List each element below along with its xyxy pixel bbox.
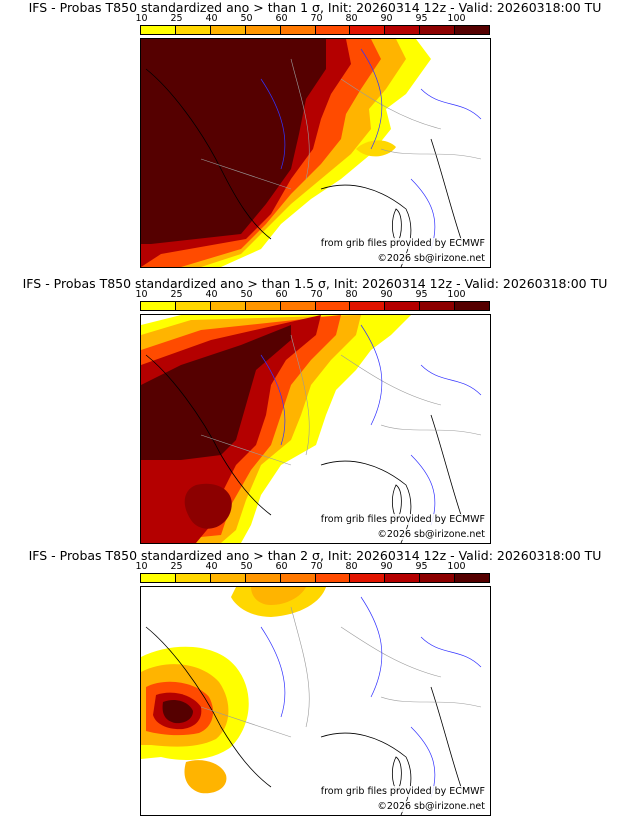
panel-1: IFS - Probas T850 standardized ano > tha… [0,0,630,270]
colorbar-tick-label: 100 [447,13,466,24]
credit-source: from grib files provided by ECMWF [318,238,487,249]
west-blob-100 [162,700,193,724]
rivers [260,324,482,526]
panel-title: IFS - Probas T850 standardized ano > tha… [22,276,608,291]
borders [200,606,482,738]
colorbar-tick-label: 95 [415,561,428,572]
colorbar-swatch [385,26,421,34]
borders [200,58,482,190]
south-blob [184,483,232,529]
colorbar-swatch [141,574,176,582]
colorbar [140,573,490,583]
prob-area-100 [141,325,291,460]
panel-2: IFS - Probas T850 standardized ano > tha… [0,276,630,546]
colorbar-swatch [245,574,281,582]
rivers [260,48,482,250]
colorbar-tick-label: 50 [240,289,253,300]
colorbar-tick-label: 60 [275,13,288,24]
colorbar-tick-label: 80 [345,561,358,572]
colorbar-tick-label: 25 [170,13,183,24]
colorbar-swatch [175,574,211,582]
credit-copyright: ©2026 sb@irizone.net [375,253,487,264]
colorbar-swatch [385,574,421,582]
colorbar-tick-label: 60 [275,561,288,572]
probability-map: from grib files provided by ECMWF ©2026 … [140,38,491,268]
map-svg [141,39,482,267]
colorbar-tick-label: 40 [205,561,218,572]
colorbar-tick-label: 80 [345,13,358,24]
colorbar-tick-label: 70 [310,289,323,300]
colorbar-swatch [210,574,246,582]
south-blob [184,760,227,794]
colorbar-swatch [175,26,211,34]
colorbar [140,301,490,311]
colorbar-tick-label: 50 [240,13,253,24]
colorbar-tick-label: 90 [380,289,393,300]
colorbar-swatch [280,302,316,310]
colorbar-swatch [350,302,386,310]
colorbar-swatch [420,574,456,582]
colorbar-swatch [315,574,351,582]
credit-copyright: ©2026 sb@irizone.net [375,801,487,812]
east-blob [356,140,396,157]
probability-map: from grib files provided by ECMWF ©2026 … [140,586,491,816]
colorbar [140,25,490,35]
colorbar-tick-label: 95 [415,289,428,300]
colorbar-tick-label: 95 [415,13,428,24]
credit-copyright: ©2026 sb@irizone.net [375,529,487,540]
colorbar-swatch [280,26,316,34]
colorbar-swatch [210,302,246,310]
colorbar-tick-label: 10 [135,289,148,300]
map-svg [141,315,482,543]
colorbar-tick-label: 90 [380,13,393,24]
colorbar-swatch [420,26,456,34]
colorbar-tick-label: 70 [310,13,323,24]
colorbar-swatch [385,302,421,310]
colorbar-ticks: 10 25 40 50 60 70 80 90 95 100 [135,561,490,572]
colorbar-tick-label: 50 [240,561,253,572]
colorbar-swatch [420,302,456,310]
colorbar-tick-label: 25 [170,289,183,300]
prob-area-100 [141,39,326,244]
credit-source: from grib files provided by ECMWF [318,786,487,797]
colorbar-tick-label: 70 [310,561,323,572]
colorbar-swatch [315,302,351,310]
colorbar-swatch [245,26,281,34]
colorbar-swatch [455,302,490,310]
map-svg [141,587,482,815]
colorbar-tick-label: 25 [170,561,183,572]
colorbar-tick-label: 100 [447,561,466,572]
colorbar-swatch [141,26,176,34]
colorbar-swatch [245,302,281,310]
colorbar-swatch [315,26,351,34]
colorbar-tick-label: 80 [345,289,358,300]
colorbar-tick-label: 100 [447,289,466,300]
panel-title: IFS - Probas T850 standardized ano > tha… [28,0,602,15]
probability-map: from grib files provided by ECMWF ©2026 … [140,314,491,544]
colorbar-tick-label: 60 [275,289,288,300]
colorbar-tick-label: 40 [205,13,218,24]
panel-3: IFS - Probas T850 standardized ano > tha… [0,548,630,818]
borders [200,334,482,466]
colorbar-swatch [280,574,316,582]
colorbar-tick-label: 10 [135,13,148,24]
colorbar-tick-label: 10 [135,561,148,572]
colorbar-ticks: 10 25 40 50 60 70 80 90 95 100 [135,289,490,300]
colorbar-swatch [455,574,490,582]
colorbar-swatch [210,26,246,34]
colorbar-ticks: 10 25 40 50 60 70 80 90 95 100 [135,13,490,24]
colorbar-swatch [175,302,211,310]
colorbar-tick-label: 40 [205,289,218,300]
colorbar-swatch [455,26,490,34]
colorbar-swatch [350,574,386,582]
north-blob-core [251,587,306,605]
colorbar-tick-label: 90 [380,561,393,572]
rivers [260,596,482,798]
panel-title: IFS - Probas T850 standardized ano > tha… [28,548,602,563]
colorbar-swatch [141,302,176,310]
colorbar-swatch [350,26,386,34]
credit-source: from grib files provided by ECMWF [318,514,487,525]
